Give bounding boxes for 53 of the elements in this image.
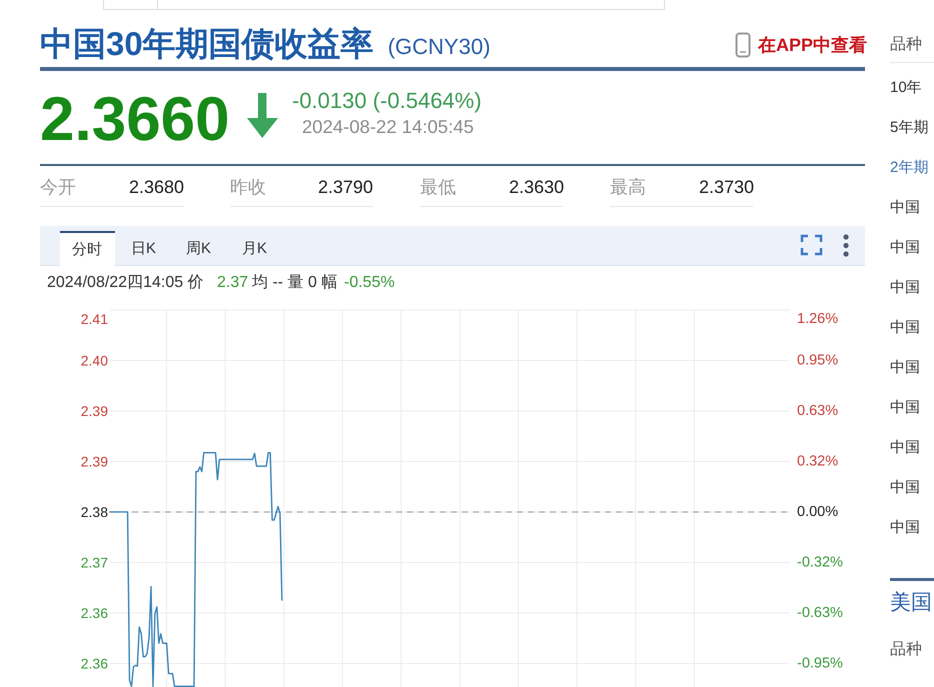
annotation: 中国	[890, 440, 920, 454]
annotation: 2024/08/22四14:05 价	[47, 275, 204, 291]
annotation: 中国	[890, 360, 920, 374]
annotation: 2.3660	[40, 89, 230, 151]
ytick-label: 2.37	[80, 554, 108, 570]
annotation: -0.55%	[344, 275, 395, 291]
annotation: 今开	[40, 178, 76, 196]
ytick-label: 2.36	[80, 604, 108, 621]
y2tick-label: -0.95%	[797, 655, 843, 672]
annotation: 2.3790	[318, 178, 374, 196]
annotation: 中国	[890, 280, 920, 294]
annotation: 最低	[420, 178, 456, 196]
annotation: 分时	[72, 242, 102, 256]
annotation: 最高	[610, 178, 646, 196]
annotation: 5年期	[890, 120, 928, 134]
annotation: 2.3730	[699, 178, 754, 196]
y2tick-label: 0.32%	[797, 454, 838, 470]
ytick-label: 2.39	[80, 402, 108, 419]
annotation: 美国	[890, 592, 932, 612]
annotation: 2年期	[890, 160, 928, 174]
annotation: 中国	[890, 520, 920, 534]
annotation: 中国	[890, 240, 920, 254]
annotation: 昨收	[230, 178, 266, 196]
ytick-label: 2.41	[80, 311, 108, 327]
ytick-label: 2.36	[80, 655, 108, 672]
y2tick-label: 0.95%	[797, 352, 838, 368]
ytick-label: 2.39	[80, 453, 108, 470]
title: 中国30年期国债收益率	[40, 26, 374, 60]
annotation: 在APP中查看	[758, 36, 868, 54]
y2tick-label: -0.63%	[797, 605, 843, 621]
annotation: 2.3630	[509, 178, 564, 196]
annotation: -0.0130 (-0.5464%)	[292, 90, 482, 112]
annotation: 10年	[890, 80, 922, 94]
ytick-label: 2.38	[80, 504, 108, 520]
y2tick-label: 0.63%	[797, 402, 838, 419]
annotation: 2024-08-22 14:05:45	[302, 118, 474, 136]
subtitle: (GCNY30)	[388, 36, 490, 58]
annotation: 品种	[890, 37, 922, 53]
annotation: 日K	[131, 240, 156, 256]
annotation: 均 -- 量 0 幅	[252, 275, 338, 291]
y2tick-label: -0.32%	[797, 554, 843, 570]
annotation: 中国	[890, 480, 920, 494]
annotation: 中国	[890, 320, 920, 334]
annotation: 中国	[890, 400, 920, 414]
annotation: 月K	[242, 240, 268, 256]
annotation: 中国	[890, 200, 920, 214]
ytick-label: 2.40	[80, 352, 108, 368]
y2tick-label: 0.00%	[797, 504, 838, 520]
y2tick-label: 1.26%	[797, 311, 838, 327]
annotation: 周K	[186, 240, 212, 256]
annotation: 2.3680	[129, 178, 184, 196]
annotation: 品种	[890, 642, 922, 658]
annotation: 2.37	[217, 275, 248, 291]
